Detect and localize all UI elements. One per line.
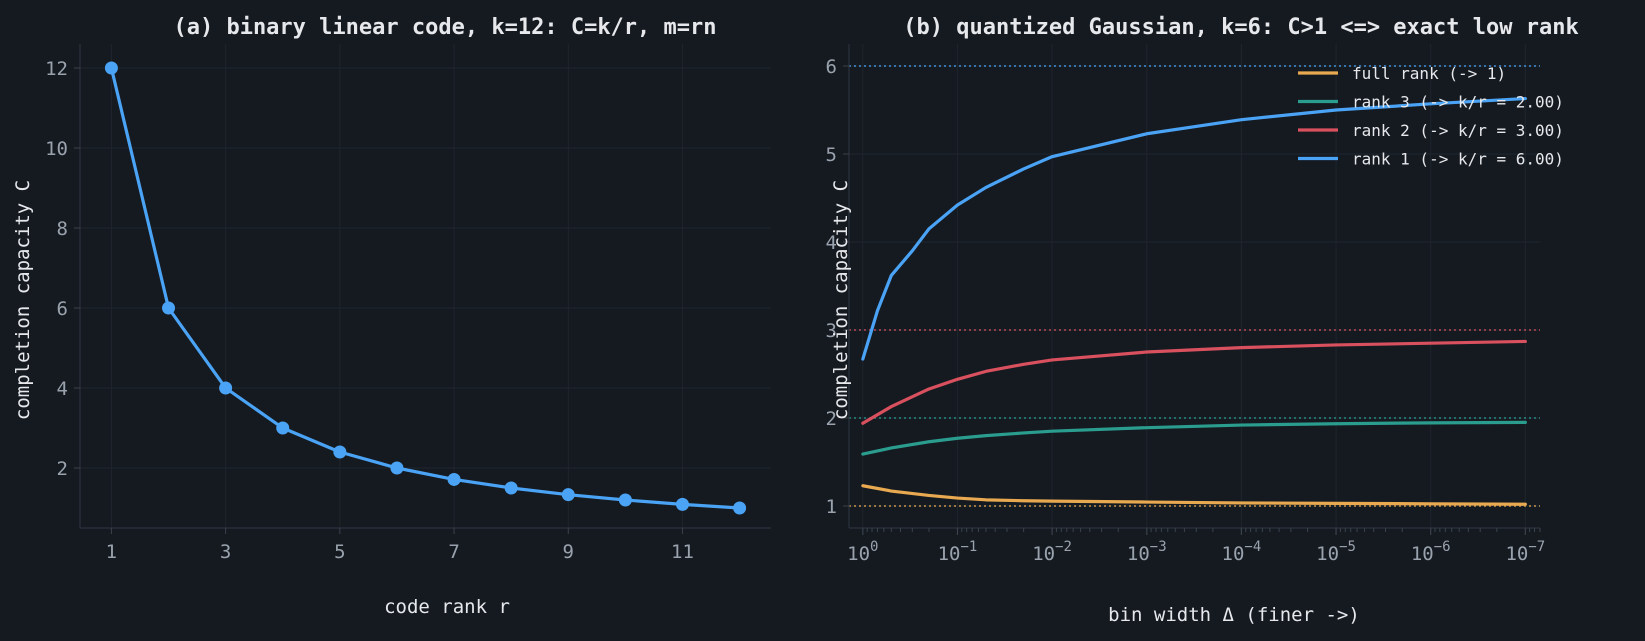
data-point [219, 381, 233, 395]
panel-a-ylabel: completion capacity C [12, 180, 34, 420]
legend-label: rank 3 (-> k/r = 2.00) [1352, 93, 1564, 112]
panel-b-legend: full rank (-> 1) rank 3 (-> k/r = 2.00) ra… [1298, 64, 1564, 169]
y-tick-label: 6 [57, 298, 68, 320]
x-tick-label: 100 [847, 539, 878, 565]
data-point [447, 472, 461, 486]
panel-b-plot [861, 96, 1527, 506]
series-line [861, 96, 1527, 361]
panel-b-xlabel: bin width Δ (finer ->) [1108, 604, 1360, 626]
x-tick-label: 10−5 [1316, 539, 1356, 565]
y-tick-label: 2 [826, 408, 837, 430]
y-tick-label: 12 [45, 58, 68, 80]
capacity-line [109, 67, 740, 510]
data-point [162, 301, 176, 315]
data-point [333, 445, 347, 459]
y-tick-label: 4 [57, 378, 68, 400]
y-tick-label: 2 [57, 458, 68, 480]
data-point [504, 481, 518, 495]
x-tick-label: 3 [220, 541, 231, 563]
series-line [861, 420, 1527, 456]
y-tick-label: 10 [45, 138, 68, 160]
x-tick-label: 1 [106, 541, 117, 563]
x-tick-label: 10−2 [1032, 539, 1072, 565]
data-point [104, 61, 118, 75]
x-tick-label: 11 [671, 541, 694, 563]
x-tick-label: 10−1 [938, 539, 978, 565]
panel-b-grid [849, 44, 1540, 528]
panel-a-xlabel: code rank r [384, 596, 510, 618]
panel-b-title: (b) quantized Gaussian, k=6: C>1 <=> exa… [903, 15, 1579, 40]
panel-a-plot [104, 61, 747, 515]
panel-a: (a) binary linear code, k=12: C=k/r, m=r… [12, 15, 771, 618]
panel-a-ticks: 1 3 5 7 9 11 2 4 6 8 10 12 [45, 58, 694, 563]
x-tick-label: 10−6 [1411, 539, 1451, 565]
panel-b-reference-lines [849, 65, 1540, 507]
y-tick-label: 3 [826, 320, 837, 342]
data-point [618, 493, 632, 507]
series-line [861, 339, 1527, 425]
legend-label: full rank (-> 1) [1352, 64, 1506, 83]
x-tick-label: 10−7 [1505, 539, 1545, 565]
y-tick-label: 4 [826, 232, 837, 254]
panel-a-title: (a) binary linear code, k=12: C=k/r, m=r… [173, 15, 716, 40]
panel-b-axes [848, 44, 1540, 529]
data-point [675, 497, 689, 511]
panel-a-axes [79, 44, 771, 529]
panel-b-ticks: 1 2 3 4 5 6 100 10−1 10−2 10−3 10−4 10−5 10−6 10−7 [826, 56, 1546, 565]
legend-label: rank 1 (-> k/r = 6.00) [1352, 150, 1564, 169]
data-point [561, 488, 575, 502]
legend-label: rank 2 (-> k/r = 3.00) [1352, 121, 1564, 140]
panel-a-grid [80, 44, 771, 528]
x-tick-label: 10−4 [1222, 539, 1262, 565]
x-tick-label: 9 [563, 541, 574, 563]
data-point [276, 421, 290, 435]
x-tick-label: 7 [448, 541, 459, 563]
series-line [861, 484, 1527, 506]
x-tick-label: 5 [334, 541, 345, 563]
y-tick-label: 5 [826, 144, 837, 166]
y-tick-label: 6 [826, 56, 837, 78]
data-point [733, 501, 747, 515]
x-tick-label: 10−3 [1127, 539, 1167, 565]
panel-b-ylabel: completion capacity C [830, 180, 852, 420]
y-tick-label: 8 [57, 218, 68, 240]
y-tick-label: 1 [826, 496, 837, 518]
data-point [390, 461, 404, 475]
panel-b: (b) quantized Gaussian, k=6: C>1 <=> exa… [826, 15, 1579, 626]
